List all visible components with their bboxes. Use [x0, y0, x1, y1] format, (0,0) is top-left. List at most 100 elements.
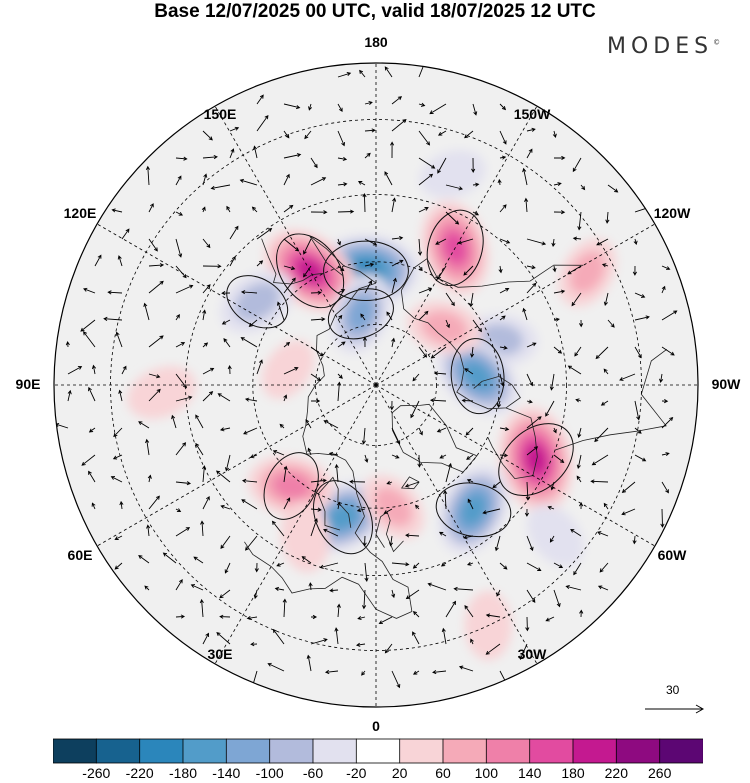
wind-vectors: [54, 63, 678, 690]
contour-line: [426, 209, 484, 287]
wind-arrow: [458, 665, 474, 672]
wind-arrow: [599, 562, 609, 573]
coastline: [554, 348, 668, 451]
wind-arrow: [498, 265, 503, 274]
wind-arrow: [229, 126, 240, 132]
wind-arrow: [147, 474, 152, 483]
wind-arrow: [526, 399, 533, 404]
wind-arrow: [632, 265, 637, 276]
wind-arrow: [443, 489, 448, 510]
map-border: [53, 62, 699, 708]
wind-arrow: [202, 632, 210, 645]
wind-arrow: [429, 103, 447, 115]
wind-arrow: [364, 152, 371, 159]
wind-arrow: [229, 256, 236, 267]
wind-arrow: [220, 504, 231, 510]
wind-arrow: [418, 265, 423, 272]
wind-arrow: [472, 211, 480, 216]
wind-arrow: [565, 584, 582, 591]
vector-scale: 30: [640, 683, 710, 717]
wind-arrow: [418, 310, 429, 321]
lon-label-0: 0: [372, 718, 380, 734]
wind-arrow: [634, 400, 641, 421]
wind-arrow: [412, 631, 420, 645]
colorbar-swatch: [572, 738, 617, 764]
colorbar-swatch: [139, 738, 184, 764]
wind-arrow: [276, 562, 285, 567]
wind-arrow: [253, 145, 258, 159]
wind-arrow: [67, 366, 83, 375]
colorbar-tick-label: -220: [125, 765, 154, 781]
wind-arrow: [337, 209, 355, 214]
wind-arrow: [595, 346, 609, 360]
contour-line: [226, 275, 289, 329]
colorbar-swatch: [442, 738, 487, 764]
wind-arrow: [522, 167, 528, 186]
wind-arrow: [464, 368, 474, 375]
coastline: [309, 235, 377, 284]
wind-arrow: [499, 130, 507, 145]
wind-arrow: [88, 470, 96, 483]
wind-arrow: [441, 627, 447, 645]
wind-arrow: [526, 342, 537, 348]
wind-arrow: [241, 499, 258, 510]
colorbar-swatch: [615, 738, 661, 764]
wind-arrow: [553, 427, 557, 434]
wind-arrow: [634, 346, 642, 359]
wind-arrow: [384, 643, 393, 654]
wind-arrow: [175, 238, 183, 258]
wind-arrow: [274, 586, 285, 591]
wind-arrow: [391, 96, 403, 105]
wind-arrow: [301, 556, 312, 564]
wind-arrow: [391, 562, 410, 567]
wind-arrow: [661, 481, 669, 494]
wind-arrow: [175, 395, 193, 402]
wind-arrow: [337, 314, 343, 321]
wind-arrow: [83, 331, 96, 348]
anomaly-blob: [419, 150, 486, 199]
wind-arrow: [251, 206, 258, 213]
wind-arrow: [594, 427, 609, 443]
colorbar-tick-label: -100: [255, 765, 284, 781]
wind-arrow: [107, 290, 123, 295]
wind-arrow: [217, 393, 231, 402]
wind-arrow: [391, 337, 396, 348]
wind-arrow: [65, 341, 70, 348]
wind-arrow: [210, 184, 231, 190]
wind-arrow: [362, 193, 367, 213]
wind-arrow: [202, 465, 207, 483]
wind-arrow: [359, 69, 366, 78]
wind-arrow: [148, 263, 165, 268]
colorbar-tick-label: 100: [474, 765, 498, 781]
wind-arrow: [576, 454, 582, 470]
brand-name: MODES: [607, 34, 714, 59]
wind-arrow: [356, 508, 366, 513]
wind-arrow: [202, 130, 213, 141]
wind-arrow: [175, 578, 183, 591]
wind-arrow: [306, 654, 312, 672]
wind-arrow: [574, 346, 582, 357]
wind-arrow: [199, 598, 204, 618]
vector-scale-label: 30: [666, 683, 680, 697]
contour-line: [450, 338, 505, 415]
wind-arrow: [219, 427, 231, 432]
wind-arrow: [453, 586, 474, 591]
wind-arrow: [117, 255, 123, 267]
contour-line: [323, 240, 409, 301]
wind-arrow: [605, 211, 610, 224]
wind-arrow: [146, 524, 151, 537]
modes-logo: MODES©: [607, 34, 720, 59]
wind-arrow: [471, 157, 476, 173]
wind-arrow: [328, 451, 339, 456]
wind-arrow: [229, 225, 239, 240]
wind-arrow: [499, 315, 506, 321]
contour-line: [313, 480, 373, 555]
colorbar-swatch: [529, 738, 574, 764]
wind-arrow: [81, 454, 96, 466]
wind-arrow: [310, 346, 324, 357]
colorbar-tick-label: 220: [604, 765, 628, 781]
wind-arrow: [414, 504, 420, 510]
wind-arrow: [202, 495, 210, 510]
wind-arrow: [88, 427, 96, 433]
wind-arrow: [632, 535, 637, 545]
